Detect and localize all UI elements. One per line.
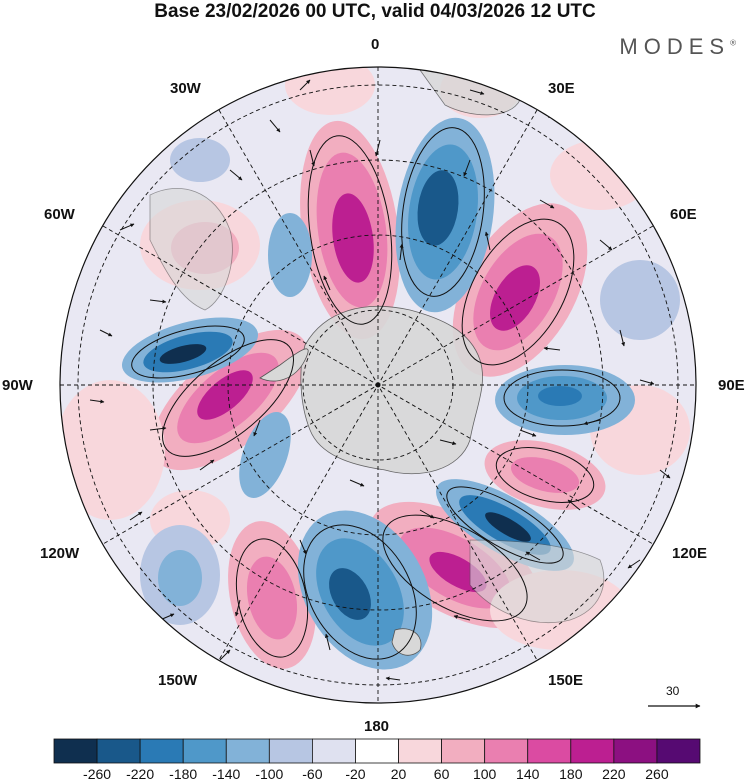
lon-label-180: 180 [364,718,390,735]
colorbar-tick-label: 20 [390,766,407,782]
lon-label-150w: 150W [158,672,198,689]
colorbar-tick-label: -60 [302,766,323,782]
lon-label-90w: 90W [2,377,33,394]
colorbar-tick-label: -260 [83,766,112,782]
colorbar-tick-label: -180 [169,766,198,782]
lon-label-30e: 30E [548,80,575,97]
modes-logo: MODES® [619,34,736,60]
reference-vector-label: 30 [666,684,680,698]
lon-label-60w: 60W [44,206,75,223]
lon-label-150e: 150E [548,672,584,689]
colorbar-tick-label: 60 [433,766,450,782]
south-pole-marker [375,382,381,388]
colorbar-tick-label: 140 [516,766,540,782]
lon-label-120w: 120W [40,545,80,562]
map-field [60,67,696,703]
colorbar-tick-label: -220 [126,766,155,782]
colorbar-tick-label: -20 [345,766,366,782]
lon-label-0: 0 [371,36,380,53]
lon-label-120e: 120E [672,545,708,562]
map-border [59,66,697,704]
colorbar-tick-label: 100 [472,766,497,782]
lon-label-90e: 90E [718,377,745,394]
map-title: Base 23/02/2026 00 UTC, valid 04/03/2026… [154,1,596,22]
brand-text: MODES [619,34,731,59]
colorbar-tick-label: -140 [212,766,241,782]
colorbar-tick-label: 180 [559,766,583,782]
colorbar-tick-label: 260 [645,766,669,782]
lon-label-60e: 60E [670,206,697,223]
registered-mark: ® [730,38,736,48]
lon-label-30w: 30W [170,80,201,97]
colorbar-tick-label: -100 [255,766,284,782]
colorbar-tick-label: 220 [602,766,626,782]
